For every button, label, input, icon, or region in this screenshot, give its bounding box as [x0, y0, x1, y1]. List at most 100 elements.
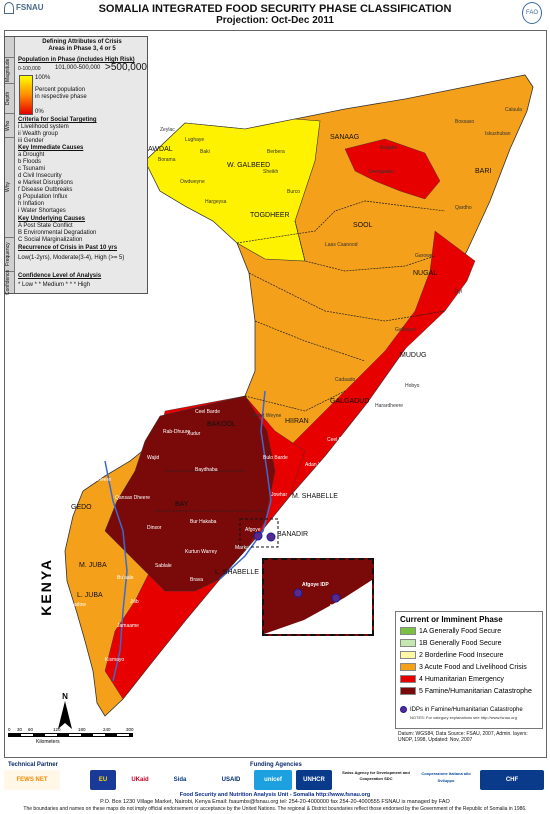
scale-tick: 60 [28, 727, 34, 732]
region-label: SANAAG [330, 134, 359, 141]
unhcr-logo: UNHCR [296, 770, 332, 790]
population-scale-small: 0-100,000 [18, 66, 41, 72]
technical-partner-label: Technical Partner [8, 762, 58, 768]
phase-row-2: 2 Borderline Food Insecure [400, 651, 503, 660]
district-label: Wajid [147, 455, 160, 461]
legend-heading-2: Areas in Phase 3, 4 or 5 [48, 46, 116, 52]
district-label: Dinsor [147, 525, 162, 531]
swatch-2 [400, 651, 416, 659]
criteria-item: i Livelihood system [18, 124, 69, 130]
region-label: L. SHABELLE [215, 569, 259, 576]
idp-marker-mogadishu [266, 532, 276, 542]
district-label: Dolo [90, 441, 101, 447]
side-label-magnitude: Magnitude [5, 57, 15, 83]
district-label: Iskushuban [485, 131, 511, 137]
chf-logo: CHF [480, 770, 544, 790]
region-label: BARI [475, 168, 491, 175]
region-label: M. JUBA [79, 562, 107, 569]
legend-heading: Defining Attributes of Crisis [42, 39, 122, 45]
phase-label: 2 Borderline Food Insecure [419, 651, 504, 659]
district-label: Erigabo [380, 145, 397, 151]
map-header: FSNAU SOMALIA INTEGRATED FOOD SECURITY P… [0, 0, 550, 28]
datum-line: UNDP, 1998, Updated: Nov, 2007 [398, 737, 473, 743]
phase-label: 4 Humanitarian Emergency [419, 675, 504, 683]
inset-label-mogadishu: Mogadishu IDP [330, 604, 367, 610]
scale-tick: 240 [103, 727, 111, 732]
district-label: Luuq [125, 447, 136, 453]
cause-item: d Civil Insecurity [18, 173, 62, 179]
shabelle-river [219, 390, 272, 580]
underlying-item: A Post State Conflict [18, 223, 73, 229]
scale-tick: 180 [78, 727, 86, 732]
population-scale-mid: 101,000-500,000 [55, 65, 101, 71]
idp-legend-label: IDPs in Famine/Humanitarian Catastrophe [410, 707, 523, 714]
gradient-top-label: 100% [35, 75, 51, 81]
phase-legend-heading: Current or Imminent Phase [400, 615, 503, 624]
swatch-5 [400, 687, 416, 695]
district-label: Bulo Barde [263, 455, 288, 461]
cause-item: c Tsunami [18, 166, 45, 172]
fsnau-logo: FSNAU [4, 2, 44, 14]
immediate-causes-heading: Key Immediate Causes [18, 145, 84, 151]
district-label: Baki [200, 149, 210, 155]
side-label-depth: Depth [5, 83, 15, 113]
district-label: Bur Hakaba [190, 519, 217, 525]
criteria-item: ii Wealth group [18, 131, 58, 137]
side-label-why: Why [5, 137, 15, 237]
recurrence-heading: Recurrence of Crisis in Past 10 yrs [18, 245, 118, 251]
phase-label: 1B Generally Food Secure [419, 639, 502, 647]
district-label: Belet Weyne [253, 413, 281, 419]
district-label: Sheikh [263, 169, 279, 175]
district-label: Borama [158, 157, 176, 163]
population-heading: Population in Phase (includes High Risk) [18, 57, 135, 63]
eu-logo: EU [90, 770, 116, 790]
side-label-confidence: Confidence [5, 270, 15, 295]
region-label: M. SHABELLE [292, 493, 338, 500]
district-label: Hobyo [405, 383, 420, 389]
idp-inset-marker [293, 588, 303, 598]
cause-item: i Water Shortages [18, 208, 66, 214]
idp-inset-marker [331, 593, 341, 603]
region-label: BANADIR [277, 531, 308, 538]
phase-label: 1A Generally Food Secure [419, 627, 502, 635]
fsnau-emblem-icon [4, 2, 14, 14]
juba-river [104, 460, 128, 682]
region-label: GALGADUD [330, 398, 369, 405]
map-subtitle: Projection: Oct-Dec 2011 [216, 15, 334, 26]
inset-svg: Afgoye IDP Mogadishu IDP [264, 580, 372, 634]
cause-item: h Inflation [18, 201, 45, 207]
phase-row-1a: 1A Generally Food Secure [400, 627, 501, 636]
cooperazione-logo: Cooperazione Italiana allo Sviluppo [416, 770, 476, 790]
cause-item: e Market Disruptions [18, 180, 74, 186]
district-label: Kismayo [105, 657, 124, 663]
district-label: Baydhaba [195, 467, 218, 473]
region-label: L. JUBA [77, 592, 103, 599]
district-label: Brava [190, 577, 203, 583]
sida-logo: Sida [162, 770, 198, 790]
notes-heading: NOTES: [410, 715, 425, 720]
notes-text: For category explanations see http://www… [426, 715, 517, 720]
fsnau-unit-line: Food Security and Nutrition Analysis Uni… [179, 792, 371, 798]
district-label: Berbera [267, 149, 285, 155]
district-label: Afmadow [65, 602, 86, 608]
gradient-mid-label: Percent population [35, 87, 86, 93]
cause-item: g Population Influx [18, 194, 68, 200]
district-label: Cadale [310, 479, 326, 485]
gradient-bottom-label: 0% [35, 109, 44, 115]
phase-4-erigabo [344, 138, 441, 200]
inset-indicator [239, 518, 279, 548]
district-label: Qansax Dheere [115, 495, 150, 501]
fao-logo: FAO [522, 2, 542, 24]
population-scale-large: >500,000 [105, 62, 147, 73]
inset-label-afgoye: Afgoye IDP [302, 582, 329, 588]
datum-line: Datum: WGS84, Data Source: FSAU, 2007, A… [398, 731, 528, 737]
scale-tick: 300 [126, 727, 134, 732]
region-label: GEDO [71, 504, 92, 511]
district-label: Bu'aale [117, 575, 134, 581]
legend-side-bar: Magnitude Depth Who Why Frequency Confid… [5, 37, 15, 295]
north-label: N [62, 692, 68, 701]
funding-agencies-label: Funding Agencies [250, 762, 302, 768]
swatch-1b [400, 639, 416, 647]
district-label: Ceel Dheere [327, 437, 355, 443]
phase-row-4: 4 Humanitarian Emergency [400, 675, 504, 684]
